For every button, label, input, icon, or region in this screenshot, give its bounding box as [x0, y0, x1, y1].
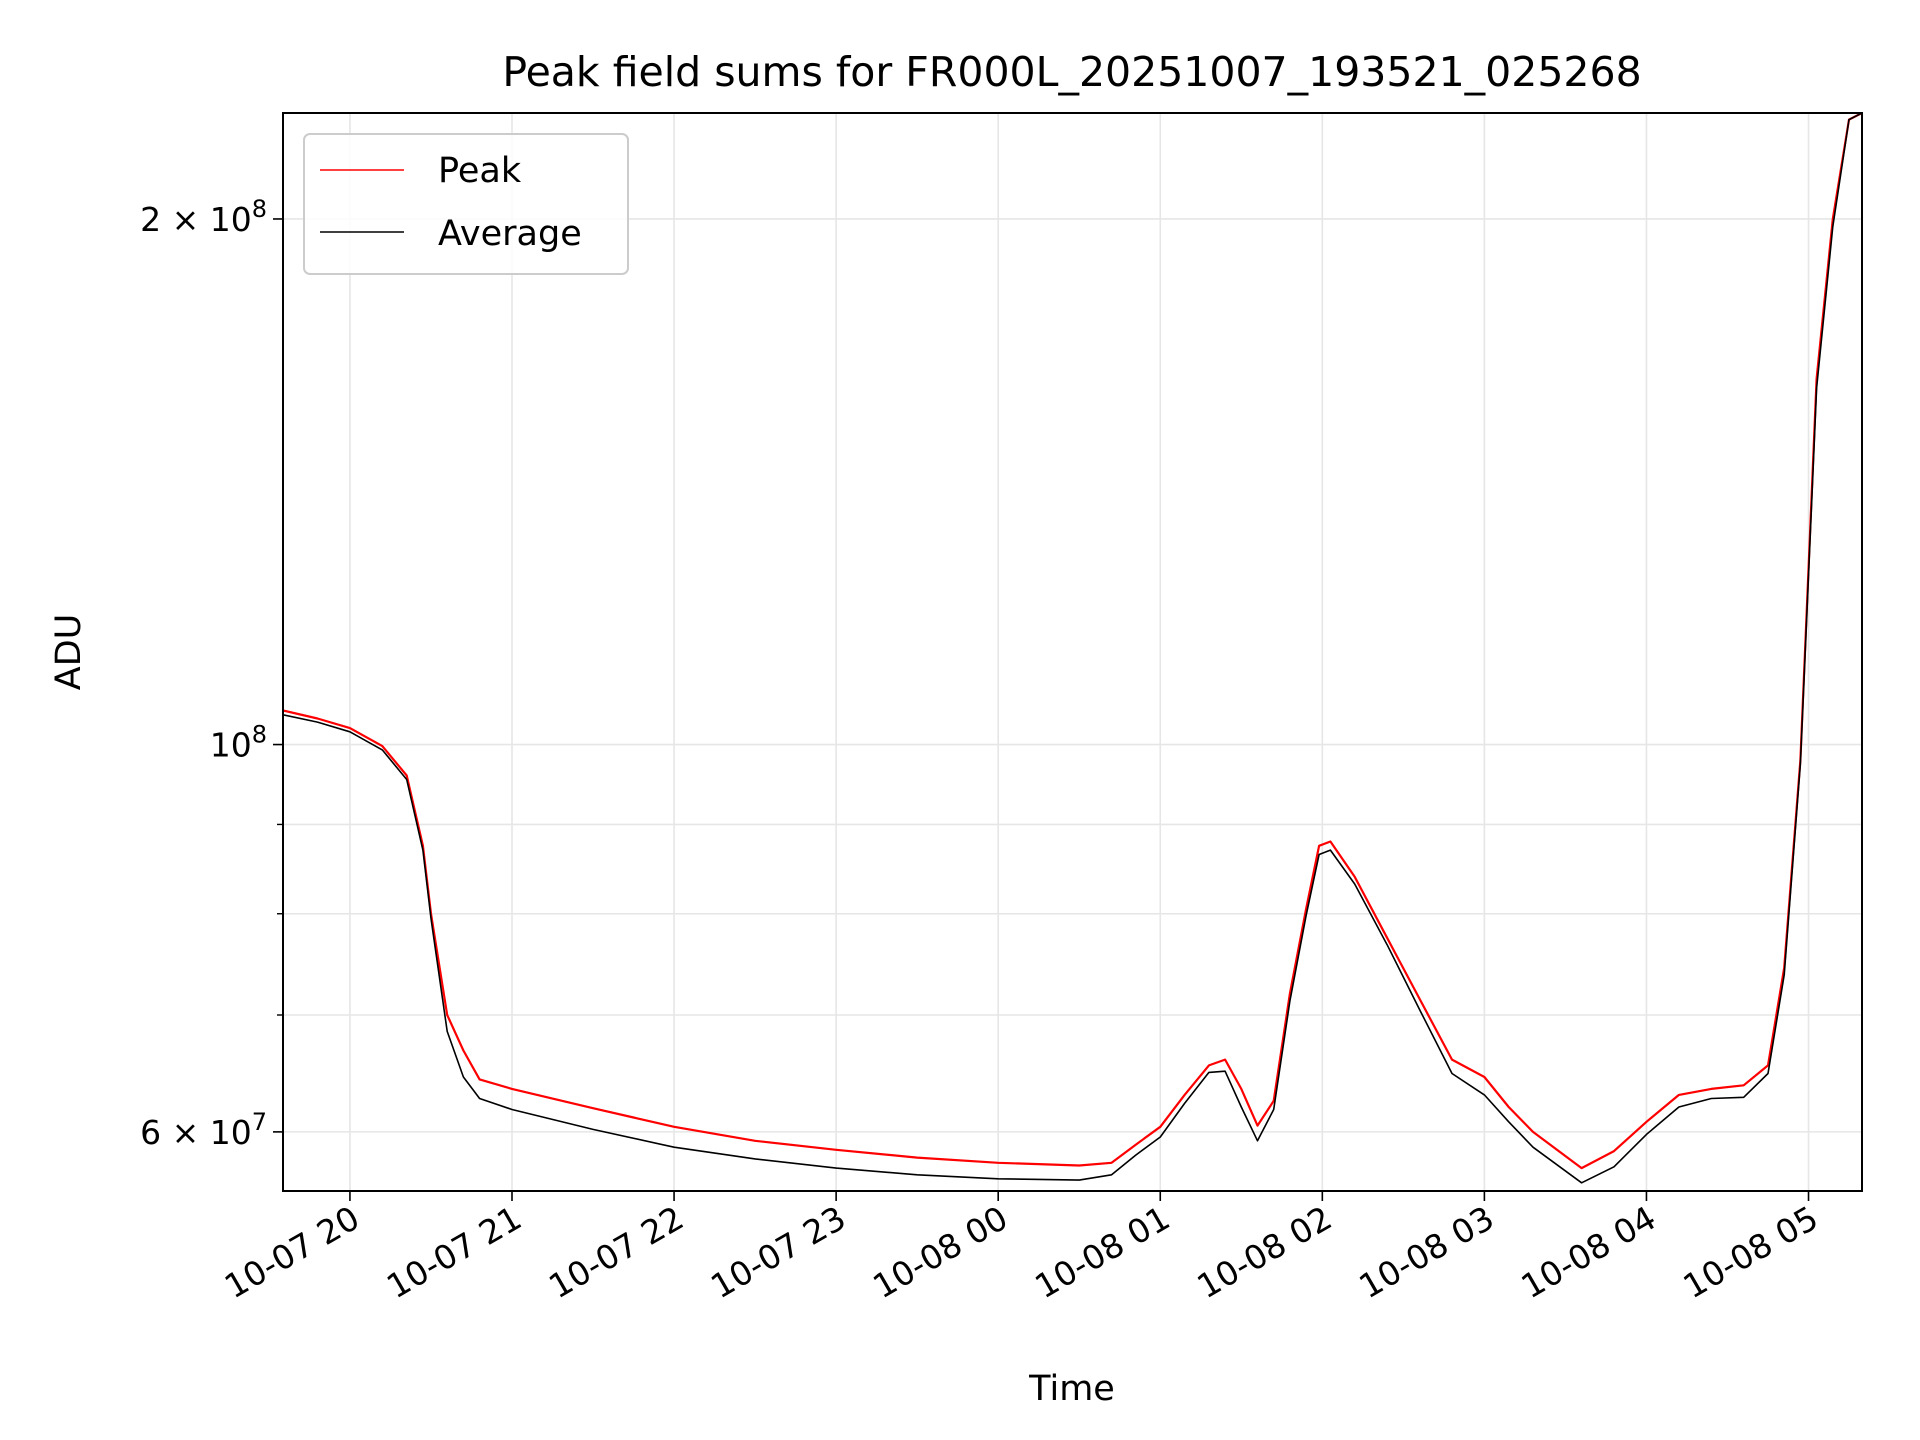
legend-label-average: Average: [438, 214, 582, 254]
series-line-peak: [283, 113, 1862, 1170]
y-tick-label: 2 × 108: [140, 195, 267, 239]
series-line-average: [283, 113, 1862, 1184]
x-axis-label: Time: [1028, 1369, 1115, 1409]
grid: [283, 113, 1862, 1191]
y-axis-label: ADU: [49, 614, 89, 691]
legend: Peak Average: [303, 133, 629, 275]
y-tick-label: 108: [210, 721, 267, 765]
y-tick-label: 6 × 107: [140, 1108, 267, 1152]
plot-frame: [282, 112, 1863, 1192]
legend-box: [303, 133, 629, 275]
chart-title: Peak field sums for FR000L_20251007_1935…: [502, 48, 1641, 96]
y-axis: 6 × 107 108 2 × 108: [140, 195, 283, 1152]
series-layer: [283, 113, 1862, 1184]
legend-label-peak: Peak: [438, 151, 522, 191]
